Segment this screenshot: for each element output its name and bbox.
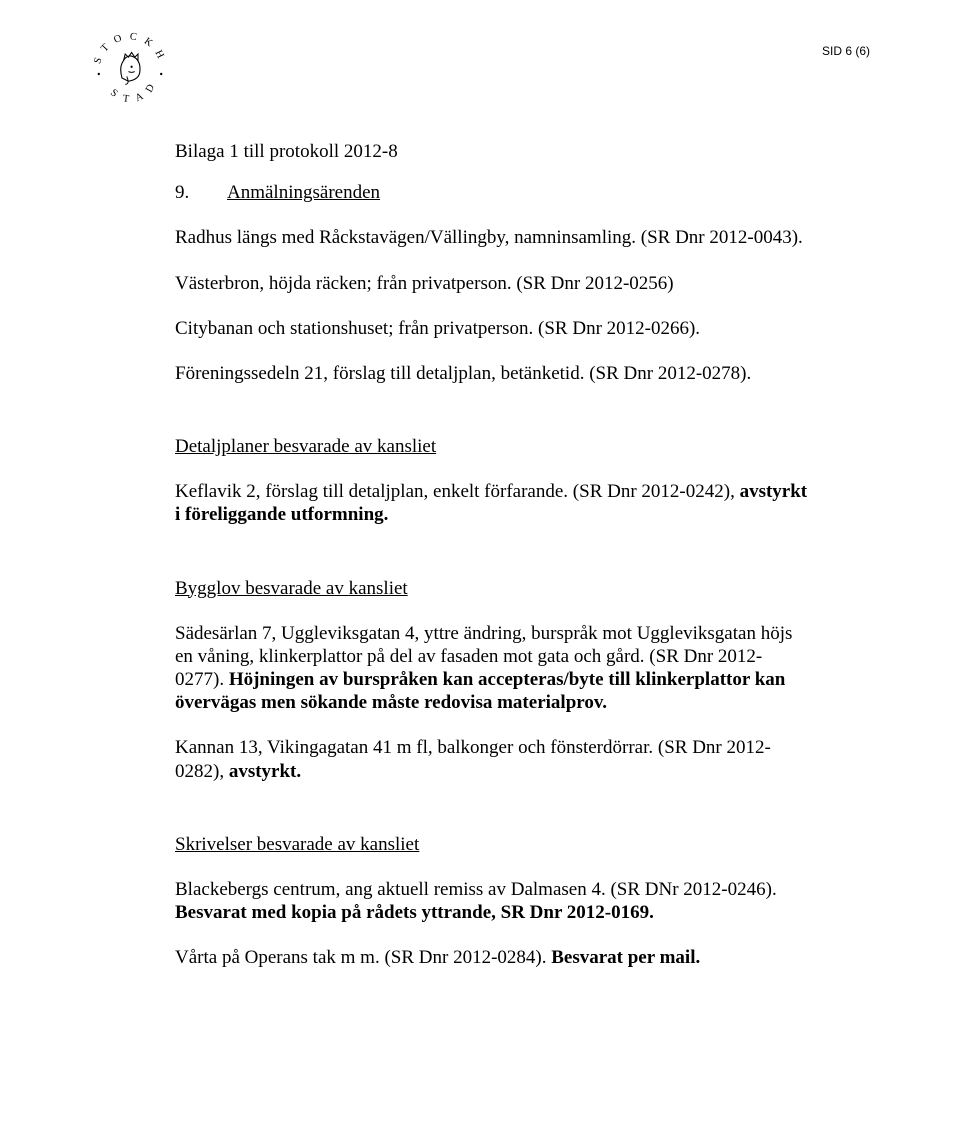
text-bold: Besvarat med kopia på rådets yttrande, S… xyxy=(175,902,654,923)
page: S T O C K H O L M S T A D SID 6 (6) xyxy=(0,0,960,1135)
section-heading-bygglov: Bygglov besvarade av kansliet xyxy=(175,577,810,600)
text: Keflavik 2, förslag till detaljplan, enk… xyxy=(175,481,740,502)
paragraph: Blackebergs centrum, ang aktuell remiss … xyxy=(175,878,810,924)
text-bold: Besvarat per mail. xyxy=(551,947,700,968)
svg-text:S T A D: S T A D xyxy=(108,80,159,106)
paragraph: Västerbron, höjda räcken; från privatper… xyxy=(175,272,810,295)
text: Blackebergs centrum, ang aktuell remiss … xyxy=(175,879,777,900)
paragraph: Citybanan och stationshuset; från privat… xyxy=(175,317,810,340)
document-body: Bilaga 1 till protokoll 2012-8 9. Anmäln… xyxy=(175,140,810,969)
svg-text:S T O C K H O L M: S T O C K H O L M xyxy=(90,30,168,67)
page-number: SID 6 (6) xyxy=(822,44,870,58)
bilaga-line: Bilaga 1 till protokoll 2012-8 xyxy=(175,140,810,163)
header-row: S T O C K H O L M S T A D SID 6 (6) xyxy=(90,30,870,110)
paragraph: Radhus längs med Råckstavägen/Vällingby,… xyxy=(175,226,810,249)
paragraph: Föreningssedeln 21, förslag till detaljp… xyxy=(175,362,810,385)
item-number: 9. xyxy=(175,181,227,204)
paragraph: Sädesärlan 7, Uggleviksgatan 4, yttre än… xyxy=(175,622,810,715)
section-heading-skrivelser: Skrivelser besvarade av kansliet xyxy=(175,833,810,856)
paragraph: Keflavik 2, förslag till detaljplan, enk… xyxy=(175,480,810,526)
paragraph: Vårta på Operans tak m m. (SR Dnr 2012-0… xyxy=(175,946,810,969)
text: Vårta på Operans tak m m. (SR Dnr 2012-0… xyxy=(175,947,551,968)
item-9-heading: 9. Anmälningsärenden xyxy=(175,181,810,204)
stockholm-stad-logo: S T O C K H O L M S T A D xyxy=(90,30,170,110)
paragraph: Kannan 13, Vikingagatan 41 m fl, balkong… xyxy=(175,736,810,782)
section-heading-detaljplaner: Detaljplaner besvarade av kansliet xyxy=(175,435,810,458)
text-bold: avstyrkt. xyxy=(229,761,301,782)
text-bold: Höjningen av burspråken kan accepteras/b… xyxy=(175,669,785,713)
item-title: Anmälningsärenden xyxy=(227,181,380,204)
